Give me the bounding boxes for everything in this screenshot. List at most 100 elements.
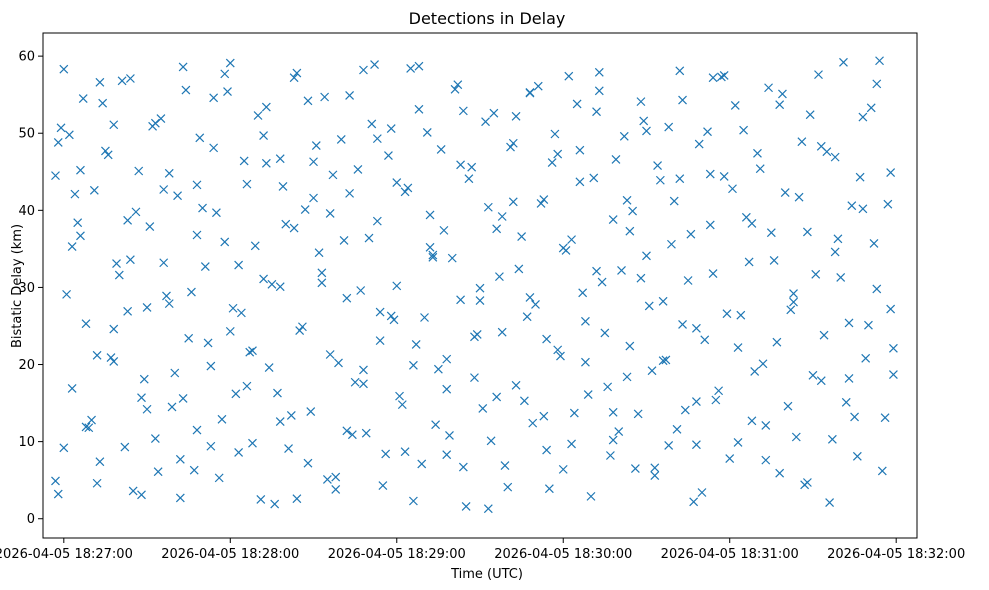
data-point	[336, 134, 346, 144]
data-point	[289, 73, 299, 83]
data-point	[722, 309, 732, 319]
data-point	[691, 397, 701, 406]
data-point	[198, 203, 207, 213]
data-point	[575, 177, 585, 187]
data-point	[123, 215, 133, 225]
data-point	[356, 286, 366, 295]
data-point	[192, 230, 202, 240]
data-point	[303, 458, 313, 468]
data-point	[137, 393, 146, 403]
data-point	[675, 174, 685, 184]
data-point	[175, 493, 185, 503]
data-point	[250, 241, 260, 251]
data-point	[456, 295, 466, 305]
data-point	[236, 308, 246, 318]
data-point	[137, 490, 146, 500]
data-point	[98, 98, 108, 108]
data-point	[384, 151, 393, 161]
data-point	[206, 441, 216, 451]
data-point	[281, 219, 291, 229]
data-point	[292, 68, 302, 78]
data-point	[189, 465, 199, 475]
data-point	[508, 197, 518, 207]
data-point	[209, 93, 219, 103]
data-point	[253, 111, 263, 120]
data-point	[833, 234, 843, 244]
y-tick-label: 50	[18, 127, 35, 142]
data-point	[680, 405, 690, 415]
data-point	[739, 125, 749, 135]
data-point	[53, 489, 63, 499]
data-point	[875, 56, 884, 66]
data-point	[101, 146, 110, 156]
data-point	[608, 435, 618, 445]
data-point	[691, 440, 701, 450]
data-point	[322, 474, 332, 484]
data-point	[852, 451, 862, 461]
data-point	[275, 417, 285, 427]
data-point	[561, 245, 571, 255]
data-point	[830, 247, 840, 257]
data-point	[725, 454, 735, 464]
data-point	[203, 338, 213, 348]
data-point	[639, 116, 649, 126]
data-point	[89, 185, 99, 195]
data-point	[475, 296, 485, 305]
data-point	[536, 198, 546, 208]
data-point	[114, 270, 124, 280]
data-point	[109, 324, 119, 334]
data-point	[553, 345, 563, 355]
data-point	[81, 422, 91, 432]
data-point	[567, 235, 576, 245]
data-point	[814, 70, 823, 80]
data-point	[567, 439, 576, 449]
data-point	[256, 495, 266, 504]
data-point	[53, 138, 63, 147]
data-point	[125, 74, 135, 83]
data-point	[67, 384, 77, 393]
chart-title: Detections in Delay	[409, 9, 566, 28]
data-point	[581, 316, 590, 326]
data-point	[733, 437, 743, 447]
data-point	[686, 229, 696, 239]
data-point	[64, 130, 74, 140]
data-point	[633, 409, 643, 419]
data-point	[486, 436, 496, 446]
data-point	[839, 57, 848, 67]
data-point	[525, 293, 535, 302]
y-tick-label: 60	[18, 50, 35, 65]
data-point	[428, 250, 438, 260]
data-point	[81, 319, 91, 329]
data-point	[109, 120, 119, 130]
data-point	[750, 367, 760, 376]
data-point	[195, 133, 205, 143]
data-point	[783, 401, 793, 411]
data-point	[850, 412, 859, 422]
data-point	[622, 372, 632, 382]
data-point	[492, 392, 502, 402]
data-point	[225, 58, 235, 68]
data-point	[597, 277, 607, 287]
data-point	[73, 218, 83, 228]
data-point	[775, 468, 785, 478]
data-point	[747, 416, 757, 426]
data-point	[700, 335, 710, 345]
data-point	[325, 350, 335, 359]
data-point	[575, 145, 585, 155]
data-point	[569, 408, 579, 418]
data-point	[400, 447, 410, 457]
data-point	[159, 258, 169, 268]
data-point	[345, 91, 355, 100]
data-point	[425, 210, 435, 220]
data-point	[517, 232, 527, 241]
data-point	[456, 160, 466, 170]
data-point	[705, 169, 715, 179]
data-point	[309, 193, 318, 203]
data-point	[397, 400, 407, 410]
data-point	[284, 444, 293, 453]
data-point	[125, 255, 135, 265]
data-point	[703, 127, 712, 137]
data-point	[342, 293, 352, 303]
data-point	[62, 289, 72, 299]
data-point	[414, 61, 424, 71]
